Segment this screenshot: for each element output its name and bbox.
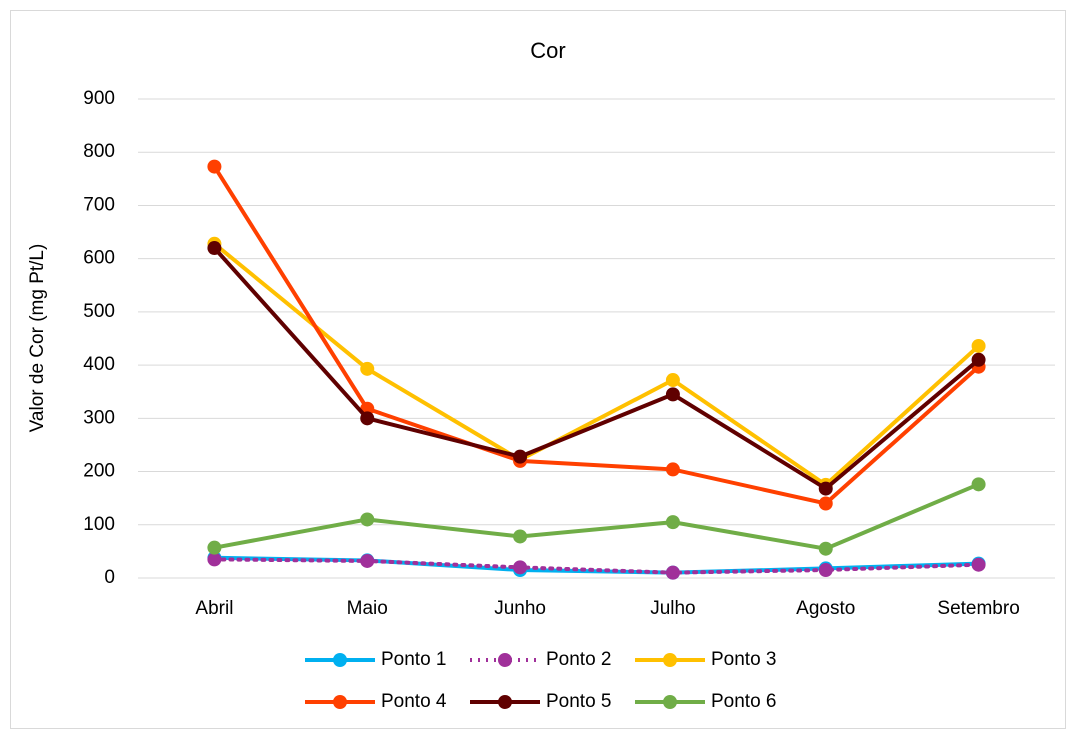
data-point	[818, 496, 833, 511]
data-point	[360, 553, 375, 568]
series-line	[212, 164, 981, 506]
data-point	[513, 449, 528, 464]
x-tick-label: Junho	[494, 598, 546, 619]
data-point	[360, 512, 375, 527]
data-point	[207, 159, 222, 174]
data-point	[971, 338, 986, 353]
data-point	[971, 352, 986, 367]
data-point	[665, 387, 680, 402]
series-line	[212, 557, 981, 575]
legend-marker	[498, 653, 512, 667]
data-point	[207, 241, 222, 256]
y-tick-label: 800	[83, 141, 115, 162]
data-point	[818, 541, 833, 556]
data-point	[818, 481, 833, 496]
data-point	[513, 560, 528, 575]
y-tick-label: 0	[104, 567, 115, 588]
y-tick-label: 700	[83, 194, 115, 215]
y-tick-label: 500	[83, 301, 115, 322]
legend-label: Ponto 3	[711, 649, 777, 670]
data-point	[513, 529, 528, 544]
data-point	[207, 540, 222, 555]
x-tick-label: Abril	[195, 598, 233, 619]
legend-marker	[663, 653, 677, 667]
data-point	[360, 361, 375, 376]
series-line	[212, 482, 981, 551]
x-tick-label: Julho	[650, 598, 695, 619]
y-tick-label: 900	[83, 88, 115, 109]
legend-marker	[333, 653, 347, 667]
data-point	[818, 563, 833, 578]
data-point	[207, 552, 222, 567]
legend-label: Ponto 1	[381, 649, 447, 670]
series-line	[212, 246, 981, 492]
chart-frame	[10, 10, 1066, 729]
y-tick-label: 300	[83, 407, 115, 428]
x-tick-label: Agosto	[796, 598, 855, 619]
legend-label: Ponto 2	[546, 649, 612, 670]
data-point	[665, 462, 680, 477]
series-line	[212, 241, 981, 488]
legend-marker	[498, 695, 512, 709]
data-point	[665, 515, 680, 530]
y-tick-label: 600	[83, 248, 115, 269]
x-tick-label: Setembro	[937, 598, 1019, 619]
data-point	[360, 411, 375, 426]
y-tick-label: 200	[83, 461, 115, 482]
legend-label: Ponto 5	[546, 691, 612, 712]
legend-marker	[663, 695, 677, 709]
data-point	[665, 373, 680, 388]
legend-marker	[333, 695, 347, 709]
data-point	[971, 477, 986, 492]
legend-label: Ponto 6	[711, 691, 777, 712]
x-tick-label: Maio	[347, 598, 388, 619]
y-axis-label: Valor de Cor (mg Pt/L)	[27, 244, 48, 433]
chart-title: Cor	[530, 38, 565, 63]
data-point	[971, 557, 986, 572]
y-tick-label: 100	[83, 514, 115, 535]
legend-label: Ponto 4	[381, 691, 447, 712]
data-point	[665, 565, 680, 580]
y-tick-label: 400	[83, 354, 115, 375]
